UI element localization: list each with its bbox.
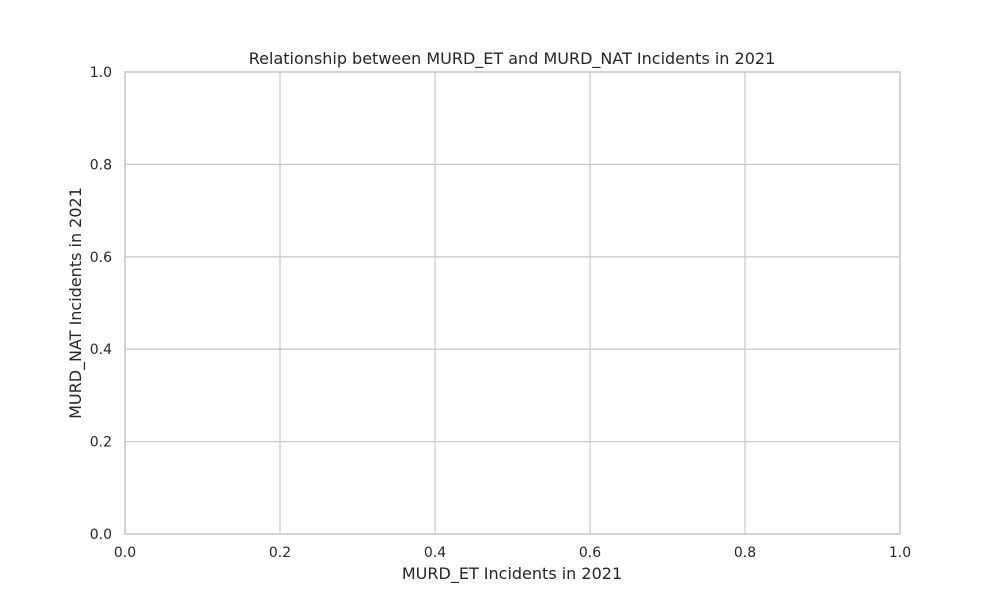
y-axis-ticks: 0.0 0.2 0.4 0.6 0.8 1.0 xyxy=(90,65,112,543)
x-tick-label: 0.0 xyxy=(114,545,136,561)
y-tick-label: 0.2 xyxy=(90,435,112,451)
x-tick-label: 0.6 xyxy=(579,545,601,561)
chart-title: Relationship between MURD_ET and MURD_NA… xyxy=(249,49,776,69)
plot-frame xyxy=(124,71,901,535)
x-tick-label: 1.0 xyxy=(889,545,911,561)
plot-area xyxy=(124,71,901,535)
y-tick-label: 1.0 xyxy=(90,65,112,81)
x-axis-ticks: 0.0 0.2 0.4 0.6 0.8 1.0 xyxy=(114,545,911,561)
x-tick-label: 0.4 xyxy=(424,545,446,561)
x-tick-label: 0.2 xyxy=(269,545,291,561)
y-axis-label: MURD_NAT Incidents in 2021 xyxy=(66,187,86,419)
x-tick-label: 0.8 xyxy=(734,545,756,561)
y-tick-label: 0.4 xyxy=(90,342,112,358)
x-axis-label: MURD_ET Incidents in 2021 xyxy=(402,564,622,584)
y-tick-label: 0.8 xyxy=(90,157,112,173)
y-tick-label: 0.6 xyxy=(90,250,112,266)
y-tick-label: 0.0 xyxy=(90,527,112,543)
